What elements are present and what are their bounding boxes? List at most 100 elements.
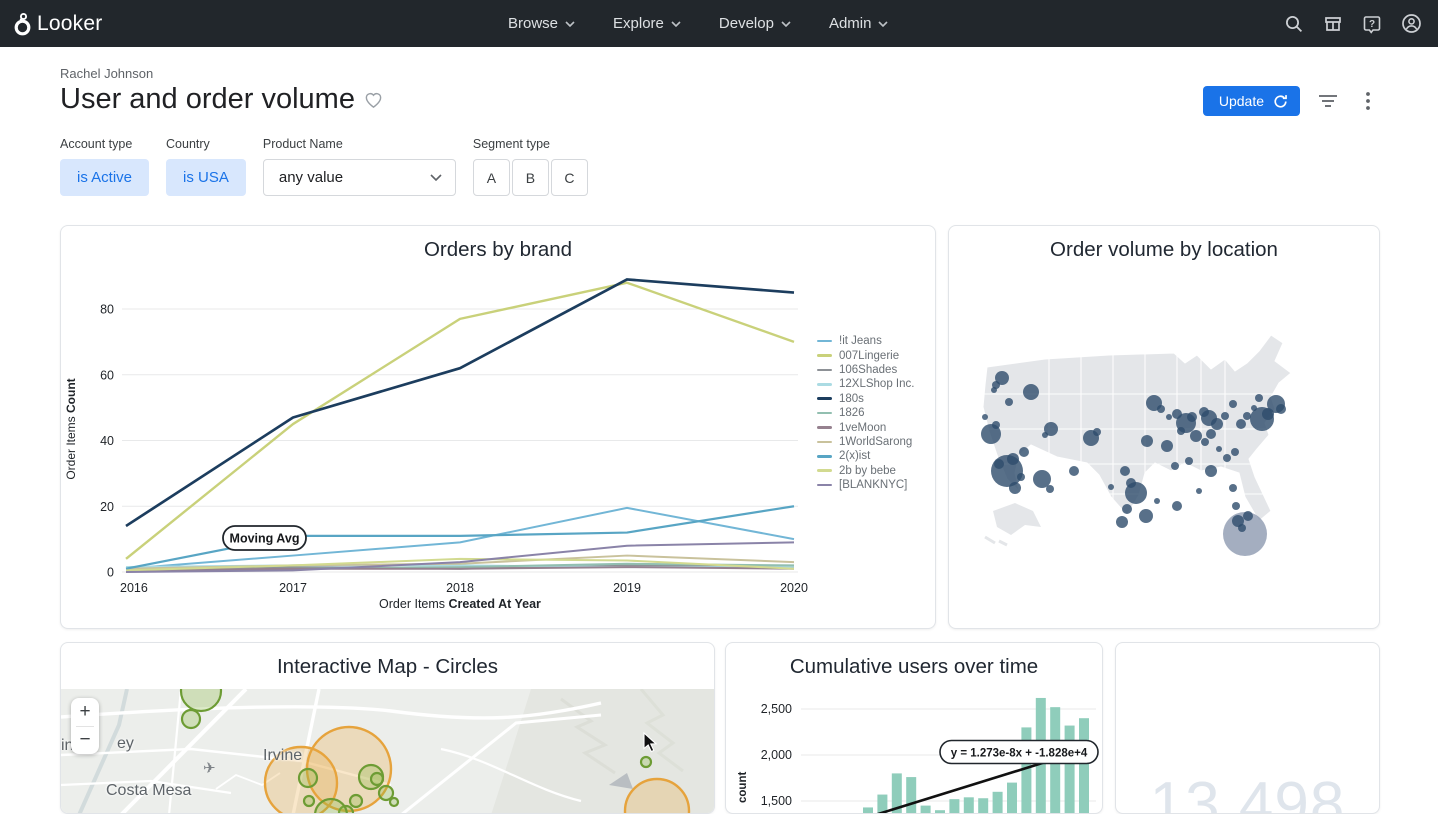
legend-swatch <box>817 469 832 472</box>
legend-item[interactable]: 1826 <box>817 406 914 420</box>
update-button[interactable]: Update <box>1202 86 1300 116</box>
green-circle[interactable] <box>348 793 364 809</box>
legend-item[interactable]: !it Jeans <box>817 334 914 348</box>
help-icon[interactable]: ? <box>1361 13 1383 35</box>
legend-label: 1veMoon <box>839 421 887 434</box>
bar <box>877 794 888 813</box>
nav-item-browse[interactable]: Browse <box>508 15 575 32</box>
marketplace-icon[interactable] <box>1322 13 1344 35</box>
map-bubble <box>1116 516 1128 528</box>
legend-label: [BLANKNYC] <box>839 479 908 492</box>
search-icon[interactable] <box>1283 13 1305 35</box>
bar <box>949 799 960 813</box>
legend-item[interactable]: 007Lingerie <box>817 348 914 362</box>
map-bubble <box>1238 524 1246 532</box>
product-name-select[interactable]: any value <box>262 159 456 196</box>
map-bubble <box>1157 405 1165 413</box>
legend-item[interactable]: 1veMoon <box>817 420 914 434</box>
legend-swatch <box>817 426 832 429</box>
map-bubble <box>995 371 1009 385</box>
y-tick-label: 2,500 <box>761 702 792 716</box>
brand-name: Looker <box>37 11 103 35</box>
green-circle[interactable] <box>297 767 319 789</box>
map-zoom-control: + − <box>71 698 99 754</box>
map-bubble <box>1190 430 1202 442</box>
green-circle[interactable] <box>377 784 395 802</box>
green-circle[interactable] <box>388 796 400 808</box>
chart-title: Cumulative users over time <box>789 655 1039 678</box>
green-circle[interactable] <box>639 755 653 769</box>
orange-circle[interactable] <box>623 777 691 814</box>
filter-label: Account type <box>60 137 133 151</box>
nav-item-explore[interactable]: Explore <box>613 15 681 32</box>
map-bubble <box>1196 488 1202 494</box>
country-chip[interactable]: is USA <box>166 159 246 196</box>
map-bubble <box>1243 511 1253 521</box>
dashboard-filters-icon[interactable] <box>1316 89 1340 113</box>
map-bubble <box>1221 412 1229 420</box>
legend-item[interactable]: 2b by bebe <box>817 464 914 478</box>
x-tick-label: 2016 <box>120 581 148 595</box>
segment-button-c[interactable]: C <box>550 159 588 196</box>
legend-swatch <box>817 339 832 343</box>
map-bubble <box>1122 504 1132 514</box>
legend-swatch <box>817 354 832 357</box>
map-bubble <box>1166 414 1172 420</box>
map-bubble <box>1044 422 1058 436</box>
airport-icon: ✈ <box>203 760 216 777</box>
filter-country: Country is USA <box>166 137 246 196</box>
street-map-canvas: ✈ <box>61 669 714 814</box>
green-circle[interactable] <box>369 771 385 787</box>
mouse-cursor <box>643 731 658 753</box>
map-bubble <box>992 421 1000 429</box>
zoom-in-button[interactable]: + <box>79 700 91 722</box>
map-bubble <box>1009 482 1021 494</box>
moving-avg-label: Moving Avg <box>230 532 300 546</box>
orange-circle[interactable] <box>263 745 339 814</box>
nav-icons: ? <box>1283 0 1422 47</box>
legend-swatch <box>817 383 832 386</box>
account-type-chip[interactable]: is Active <box>60 159 150 196</box>
nav-item-label: Browse <box>508 15 559 32</box>
green-circle[interactable] <box>180 708 202 730</box>
looker-logo[interactable]: Looker <box>14 11 102 37</box>
refresh-icon <box>1274 94 1287 108</box>
legend-label: !it Jeans <box>839 335 882 348</box>
legend-item[interactable]: 106Shades <box>817 363 914 377</box>
more-actions-icon[interactable] <box>1356 89 1380 113</box>
segment-button-a[interactable]: A <box>472 159 510 196</box>
nav-item-admin[interactable]: Admin <box>829 15 889 32</box>
breadcrumb[interactable]: Rachel Johnson <box>60 66 154 81</box>
y-tick-label: 80 <box>100 303 114 317</box>
legend-item[interactable]: 2(x)ist <box>817 449 914 463</box>
zoom-out-button[interactable]: − <box>79 729 91 751</box>
green-circle[interactable] <box>302 794 316 808</box>
legend-swatch <box>817 455 832 458</box>
chart-title: Interactive Map - Circles <box>276 655 498 678</box>
bar <box>1079 718 1089 813</box>
map-bubble <box>1243 412 1251 420</box>
filter-bar: Account type is Active Country is USA Pr… <box>60 137 588 196</box>
chart-title: Orders by brand <box>423 238 573 261</box>
nav-item-develop[interactable]: Develop <box>719 15 791 32</box>
chevron-down-icon <box>430 174 442 181</box>
street-map[interactable]: ✈ Irvine Costa Mesa ey in + − <box>61 669 714 814</box>
map-bubble <box>1141 435 1153 447</box>
segment-button-b[interactable]: B <box>511 159 549 196</box>
chart-legend: !it Jeans 007Lingerie 106Shades 12XLShop In… <box>817 334 914 492</box>
map-bubble <box>1019 447 1029 457</box>
legend-item[interactable]: 12XLShop Inc. <box>817 377 914 391</box>
legend-label: 180s <box>839 392 864 405</box>
legend-label: 2b by bebe <box>839 464 896 477</box>
map-bubble <box>1007 453 1019 465</box>
map-bubble <box>1232 502 1240 510</box>
account-icon[interactable] <box>1400 13 1422 35</box>
map-bubble <box>1232 515 1244 527</box>
legend-item[interactable]: [BLANKNYC] <box>817 478 914 492</box>
favorite-heart-icon[interactable] <box>364 91 383 109</box>
map-place-label: Costa Mesa <box>106 782 192 799</box>
legend-item[interactable]: 180s <box>817 392 914 406</box>
legend-item[interactable]: 1WorldSarong <box>817 435 914 449</box>
green-circle[interactable] <box>314 797 348 814</box>
